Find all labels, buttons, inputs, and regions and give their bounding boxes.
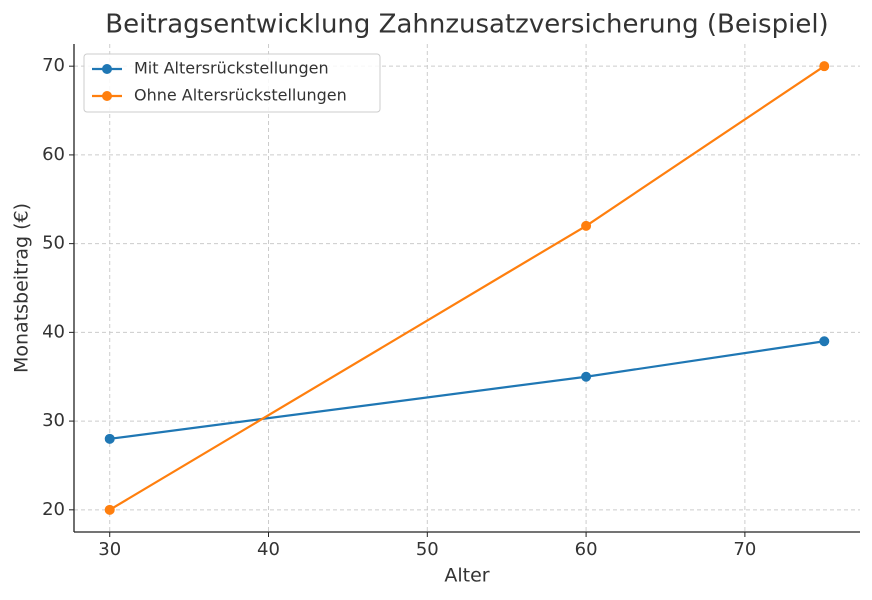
x-tick-label: 70 bbox=[733, 539, 756, 560]
x-axis-label: Alter bbox=[444, 565, 489, 587]
data-point bbox=[104, 433, 115, 444]
data-point bbox=[104, 504, 115, 515]
x-tick-label: 50 bbox=[416, 539, 439, 560]
y-tick-label: 30 bbox=[42, 410, 65, 431]
series-line bbox=[109, 65, 825, 511]
data-point bbox=[819, 61, 830, 72]
y-tick-label: 20 bbox=[42, 499, 65, 520]
x-tick-label: 60 bbox=[575, 539, 598, 560]
y-tick-label: 40 bbox=[42, 321, 65, 342]
data-point bbox=[581, 371, 592, 382]
x-tick-label: 40 bbox=[257, 539, 280, 560]
legend-box bbox=[83, 53, 381, 113]
x-tick-label: 30 bbox=[98, 539, 121, 560]
y-tick-label: 60 bbox=[42, 144, 65, 165]
y-axis-label: Monatsbeitrag (€) bbox=[11, 203, 33, 373]
y-tick-label: 70 bbox=[42, 55, 65, 76]
legend-marker bbox=[102, 64, 112, 74]
legend: Mit Altersrückstellungen Ohne Altersrücks… bbox=[83, 53, 381, 113]
legend-label: Mit Altersrückstellungen bbox=[134, 59, 329, 78]
legend-marker bbox=[102, 91, 112, 101]
series-line bbox=[109, 340, 825, 440]
data-point bbox=[581, 220, 592, 231]
data-point bbox=[819, 336, 830, 347]
legend-label: Ohne Altersrückstellungen bbox=[134, 86, 347, 105]
chart-title: Beitragsentwicklung Zahnzusatzversicheru… bbox=[105, 10, 828, 40]
y-tick-label: 50 bbox=[42, 233, 65, 254]
